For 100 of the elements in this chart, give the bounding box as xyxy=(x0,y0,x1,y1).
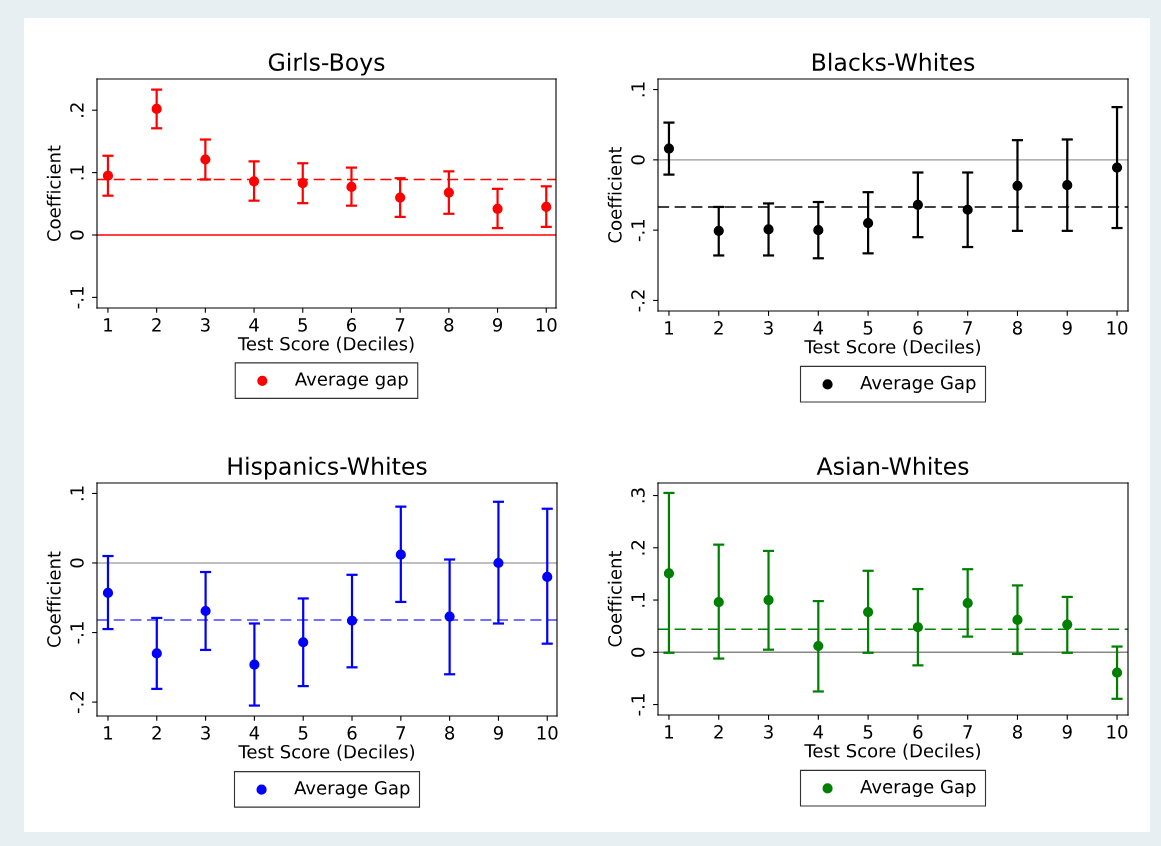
point xyxy=(102,587,114,598)
y-tick-label: .3 xyxy=(631,488,645,503)
x-tick-label: 8 xyxy=(444,318,454,332)
y-tick-label: 0 xyxy=(70,558,84,568)
x-tick-label: 8 xyxy=(445,726,455,740)
x-tick-label: 10 xyxy=(537,726,558,740)
point xyxy=(151,648,162,659)
y-tick-label: -.1 xyxy=(70,287,84,309)
point xyxy=(912,622,923,633)
y-tick-label: -.2 xyxy=(70,692,84,714)
point xyxy=(200,154,211,165)
y-axis-title: Coefficient xyxy=(607,550,622,647)
point xyxy=(663,143,675,154)
x-tick-label: 7 xyxy=(396,726,406,740)
point xyxy=(713,597,724,608)
x-tick-label: 1 xyxy=(665,321,674,335)
y-tick-label: .2 xyxy=(70,103,84,117)
point xyxy=(541,201,552,213)
point xyxy=(763,224,774,235)
x-tick-label: 6 xyxy=(913,725,923,739)
x-tick-label: 1 xyxy=(665,725,674,739)
y-tick-label: -.1 xyxy=(631,219,645,242)
chart-title: Blacks-Whites xyxy=(812,52,975,71)
y-axis-title: Coefficient xyxy=(46,145,61,242)
point xyxy=(346,181,357,193)
x-tick-label: 4 xyxy=(813,725,824,739)
chart-title: Hispanics-Whites xyxy=(228,456,427,480)
legend-label: Average Gap xyxy=(294,780,410,799)
y-tick-label: .1 xyxy=(631,593,645,607)
point xyxy=(542,571,553,582)
point xyxy=(663,568,675,579)
x-tick-label: 1 xyxy=(104,318,113,332)
x-tick-label: 5 xyxy=(863,321,873,335)
point xyxy=(863,606,874,618)
x-tick-label: 5 xyxy=(298,318,307,332)
point xyxy=(298,637,309,648)
x-tick-label: 4 xyxy=(249,318,259,332)
y-tick-label: .1 xyxy=(631,82,645,97)
x-tick-label: 9 xyxy=(1062,725,1072,739)
point xyxy=(962,598,973,609)
y-tick-label: -.1 xyxy=(631,694,645,716)
point xyxy=(1062,619,1073,630)
x-tick-label: 9 xyxy=(1062,321,1072,335)
x-tick-label: 10 xyxy=(1107,725,1128,739)
x-tick-label: 4 xyxy=(813,321,824,335)
point xyxy=(863,218,874,229)
x-tick-label: 7 xyxy=(963,321,972,335)
x-tick-label: 9 xyxy=(493,726,503,740)
x-tick-label: 8 xyxy=(1012,321,1022,335)
x-tick-label: 4 xyxy=(249,726,260,740)
legend-label: Average Gap xyxy=(860,779,976,797)
point xyxy=(1012,614,1023,625)
x-axis-title: Test Score (Deciles) xyxy=(237,336,414,353)
x-axis-title: Test Score (Deciles) xyxy=(238,744,415,761)
point xyxy=(813,640,824,652)
x-axis-title: Test Score (Deciles) xyxy=(804,743,981,760)
y-tick-label: 0 xyxy=(70,230,84,240)
legend-label: Average gap xyxy=(294,372,408,390)
x-tick-label: 10 xyxy=(536,318,557,332)
x-tick-label: 3 xyxy=(201,726,210,740)
point xyxy=(444,611,455,622)
chart-title: Asian-Whites xyxy=(816,456,969,475)
y-tick-label: .2 xyxy=(631,540,645,555)
point xyxy=(492,203,503,214)
point xyxy=(297,178,308,189)
x-tick-label: 3 xyxy=(764,321,773,335)
point xyxy=(249,659,260,670)
point xyxy=(151,103,162,115)
point xyxy=(102,170,114,181)
point xyxy=(1111,667,1123,678)
point xyxy=(813,225,824,236)
y-tick-label: .1 xyxy=(70,165,84,180)
y-axis-title: Coefficient xyxy=(46,551,61,648)
point xyxy=(395,192,406,203)
y-tick-label: 0 xyxy=(631,647,645,657)
point xyxy=(912,199,923,210)
x-tick-label: 2 xyxy=(714,321,723,335)
point xyxy=(713,225,724,236)
x-tick-label: 3 xyxy=(764,725,773,739)
x-tick-label: 7 xyxy=(963,725,972,739)
point xyxy=(346,615,358,626)
x-tick-label: 3 xyxy=(200,318,210,332)
point xyxy=(1062,180,1073,191)
point xyxy=(248,176,260,187)
y-tick-label: -.2 xyxy=(631,290,645,312)
x-axis-title: Test Score (Deciles) xyxy=(804,339,981,356)
point xyxy=(493,557,504,569)
point xyxy=(962,204,973,215)
point xyxy=(1111,162,1123,173)
x-tick-label: 6 xyxy=(347,726,357,740)
x-tick-label: 2 xyxy=(714,725,723,739)
x-tick-label: 6 xyxy=(346,318,357,332)
x-tick-label: 9 xyxy=(492,318,503,332)
point xyxy=(443,187,454,198)
x-tick-label: 1 xyxy=(104,726,113,740)
point xyxy=(763,594,774,606)
x-tick-label: 5 xyxy=(298,726,308,740)
x-tick-label: 10 xyxy=(1107,321,1128,335)
x-tick-label: 6 xyxy=(913,321,923,335)
y-axis-title: Coefficient xyxy=(607,146,622,243)
